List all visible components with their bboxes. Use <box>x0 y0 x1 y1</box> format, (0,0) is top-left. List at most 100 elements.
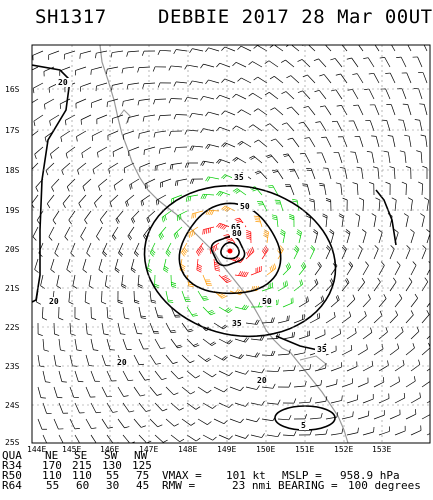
wind-barb <box>52 210 60 225</box>
wind-barb <box>186 434 201 442</box>
wind-barb <box>319 74 332 84</box>
wind-barb <box>270 107 284 116</box>
wind-barb <box>421 414 430 420</box>
wind-barb <box>269 45 284 52</box>
wind-barb <box>362 294 371 308</box>
wind-barb <box>398 119 407 132</box>
wind-barb <box>152 66 167 72</box>
wind-barb <box>341 311 352 324</box>
wind-barb <box>346 328 357 340</box>
wind-barb <box>357 245 363 260</box>
wind-barb <box>378 426 390 436</box>
wind-barb <box>421 310 430 324</box>
wind-barb <box>143 146 156 155</box>
wind-barb <box>213 418 228 425</box>
wind-barb <box>347 89 359 100</box>
wind-barb <box>357 277 365 292</box>
wind-barb <box>234 370 249 375</box>
wind-barb <box>153 130 167 138</box>
wind-barb <box>282 331 295 340</box>
wind-barb <box>42 370 51 383</box>
wind-barb <box>75 98 87 109</box>
wind-barb <box>237 77 252 84</box>
wind-barb <box>271 214 279 228</box>
wind-barb <box>90 338 99 351</box>
wind-barb <box>133 418 146 428</box>
wind-barb <box>368 72 380 84</box>
lon-label: 146E <box>100 445 119 454</box>
wind-barb <box>405 409 417 420</box>
wind-barb <box>121 274 127 289</box>
wind-barb <box>49 114 60 126</box>
wind-barb <box>202 402 217 409</box>
wind-barb <box>137 98 151 106</box>
lat-label: 24S <box>5 401 20 410</box>
wind-barb <box>426 335 430 340</box>
wind-barb <box>40 274 45 289</box>
wind-barb <box>86 242 92 257</box>
wind-barb <box>45 162 55 176</box>
wind-barb <box>383 150 391 164</box>
wind-barb <box>84 290 90 305</box>
wind-barb <box>287 137 300 148</box>
wind-barb <box>298 430 313 436</box>
wind-barb <box>298 330 311 340</box>
wind-barb <box>106 370 117 382</box>
wind-barb <box>319 182 327 196</box>
wind-barb <box>397 88 407 100</box>
wind-barb <box>122 402 135 413</box>
wind-barb <box>401 72 412 84</box>
wind-barb <box>82 258 87 273</box>
wind-barb <box>354 135 364 148</box>
wind-barb <box>330 395 343 404</box>
wind-barb <box>181 322 194 333</box>
wind-barb <box>218 434 233 440</box>
wind-barb <box>325 198 332 212</box>
wind-barb <box>169 130 183 137</box>
wind-barb <box>121 66 135 74</box>
wind-barb <box>269 75 284 84</box>
wind-barb <box>250 368 265 374</box>
wind-barb <box>277 382 292 388</box>
wind-barb <box>394 392 406 404</box>
lon-label: 148E <box>178 445 197 454</box>
wind-barb <box>78 194 87 208</box>
wind-barb <box>115 210 124 224</box>
wind-barb <box>138 402 151 412</box>
wind-barb <box>111 226 119 241</box>
wind-barb <box>330 362 342 372</box>
wind-barb <box>37 322 43 337</box>
wind-barb <box>378 294 387 308</box>
wind-barb <box>338 213 344 228</box>
contour-label: 35 <box>234 173 244 182</box>
wind-barb <box>335 182 343 196</box>
wind-barb <box>358 45 364 52</box>
wind-barb <box>374 45 380 52</box>
latitude-labels: 16S 17S 18S 19S 20S 21S 22S 23S 24S 25S <box>5 85 20 447</box>
contour-label: 65 <box>231 223 241 232</box>
wind-barb <box>296 229 302 244</box>
wind-barb <box>357 377 369 388</box>
wind-barb <box>44 98 55 110</box>
wind-barb <box>58 434 64 443</box>
wind-barb <box>216 126 231 132</box>
wind-barb <box>186 338 200 348</box>
wind-barb <box>237 45 252 52</box>
wind-barb <box>253 76 268 84</box>
wind-barb <box>181 290 191 302</box>
wind-barb <box>37 418 47 430</box>
wind-barb <box>216 190 231 197</box>
wind-barb <box>403 213 409 228</box>
wind-barb <box>271 169 284 180</box>
wind-barb <box>37 386 46 399</box>
wind-barb <box>333 151 343 164</box>
wind-barb <box>375 197 381 212</box>
wind-barb <box>64 226 71 241</box>
wind-barb <box>254 139 268 148</box>
contour-label: 20 <box>49 297 59 306</box>
wind-barb <box>160 178 172 188</box>
wind-barb <box>424 197 429 212</box>
wind-barb <box>232 125 247 132</box>
wind-barb <box>314 89 327 100</box>
wind-barb <box>117 322 126 335</box>
